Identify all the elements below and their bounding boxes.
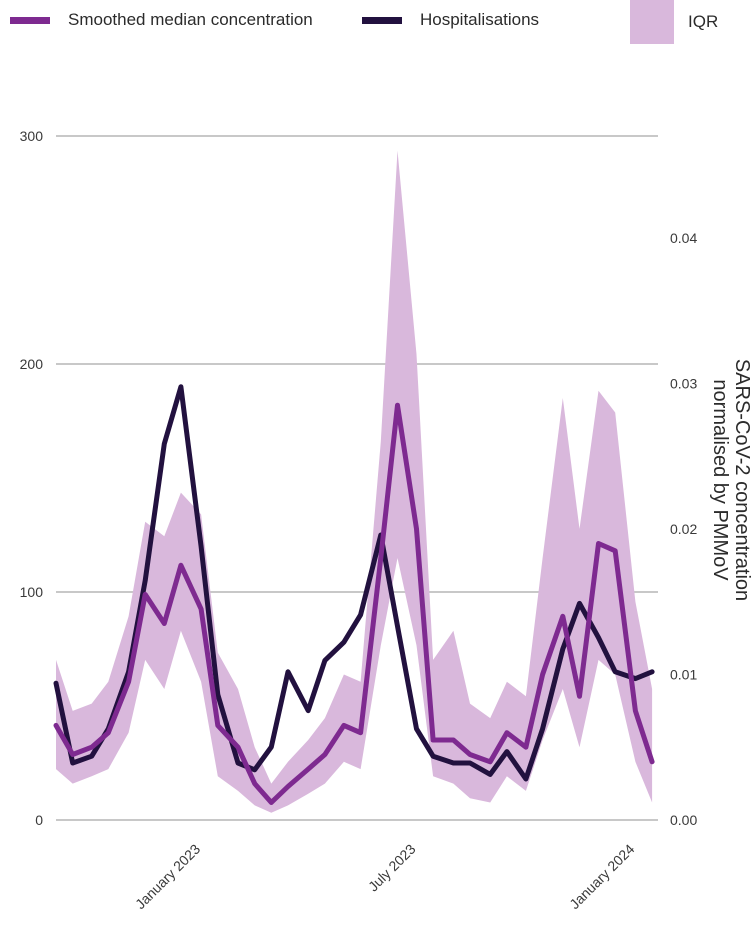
right-tick-label: 0.00 bbox=[670, 812, 697, 828]
legend-swatch-median bbox=[10, 16, 50, 24]
right-axis-title-line2: normalised by PMMoV bbox=[709, 379, 731, 581]
legend-item-iqr: IQR bbox=[630, 0, 718, 44]
hospitalisations-layer bbox=[53, 384, 655, 782]
legend-item-hospitalisations: Hospitalisations bbox=[362, 10, 539, 30]
median-concentration-line bbox=[53, 402, 655, 805]
legend-label-iqr: IQR bbox=[688, 12, 719, 31]
x-tick-label: July 2023 bbox=[365, 841, 419, 895]
right-axis-title-line1: SARS-CoV-2 concentration bbox=[731, 359, 753, 601]
left-tick-label: 200 bbox=[20, 356, 44, 372]
median-layer bbox=[53, 402, 655, 805]
x-tick-label: January 2023 bbox=[132, 841, 203, 912]
legend-label-hospitalisations: Hospitalisations bbox=[420, 10, 540, 29]
right-tick-label: 0.02 bbox=[670, 521, 697, 537]
left-tick-label: 0 bbox=[35, 812, 43, 828]
left-axis-ticks: 0 100 200 300 bbox=[20, 128, 44, 828]
right-axis-ticks: 0.00 0.01 0.02 0.03 0.04 bbox=[670, 230, 697, 828]
legend-swatch-iqr bbox=[630, 0, 674, 44]
legend: Smoothed median concentration Hospitalis… bbox=[0, 0, 755, 50]
left-tick-label: 300 bbox=[20, 128, 44, 144]
right-tick-label: 0.04 bbox=[670, 230, 697, 246]
iqr-band-layer bbox=[56, 150, 653, 813]
x-tick-label: January 2024 bbox=[566, 841, 637, 912]
legend-swatch-hospitalisations bbox=[362, 16, 402, 24]
legend-item-median: Smoothed median concentration bbox=[10, 10, 313, 30]
left-tick-label: 100 bbox=[20, 584, 44, 600]
right-tick-label: 0.03 bbox=[670, 375, 697, 391]
right-tick-label: 0.01 bbox=[670, 666, 697, 682]
hospitalisations-line bbox=[53, 384, 655, 782]
legend-label-median: Smoothed median concentration bbox=[68, 10, 313, 29]
x-axis-ticks: January 2023 July 2023 January 2024 bbox=[132, 841, 638, 912]
iqr-band bbox=[56, 150, 653, 813]
